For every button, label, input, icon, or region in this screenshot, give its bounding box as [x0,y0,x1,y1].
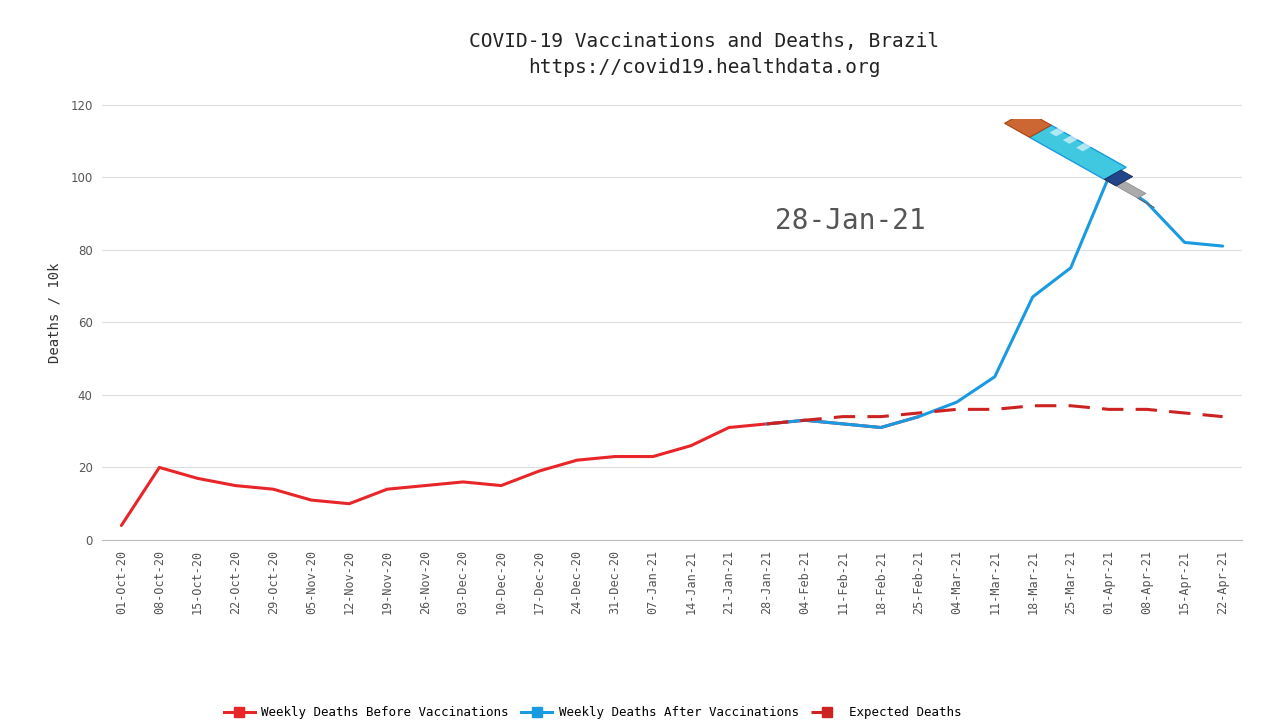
Text: COVID-19 Vaccinations and Deaths, Brazil: COVID-19 Vaccinations and Deaths, Brazil [468,32,940,51]
Polygon shape [1062,135,1079,144]
Polygon shape [1005,111,1051,138]
Polygon shape [1076,142,1093,151]
Legend: Weekly Deaths Before Vaccinations, Weekly Deaths After Vaccinations, Expected De: Weekly Deaths Before Vaccinations, Weekl… [219,701,966,720]
Text: https://covid19.healthdata.org: https://covid19.healthdata.org [527,58,881,76]
Polygon shape [1105,175,1146,198]
Y-axis label: Deaths / 10k: Deaths / 10k [47,263,61,364]
Polygon shape [1138,198,1155,207]
Polygon shape [1029,125,1126,179]
Polygon shape [1105,170,1133,186]
Polygon shape [1050,127,1066,136]
Text: 28-Jan-21: 28-Jan-21 [774,207,925,235]
